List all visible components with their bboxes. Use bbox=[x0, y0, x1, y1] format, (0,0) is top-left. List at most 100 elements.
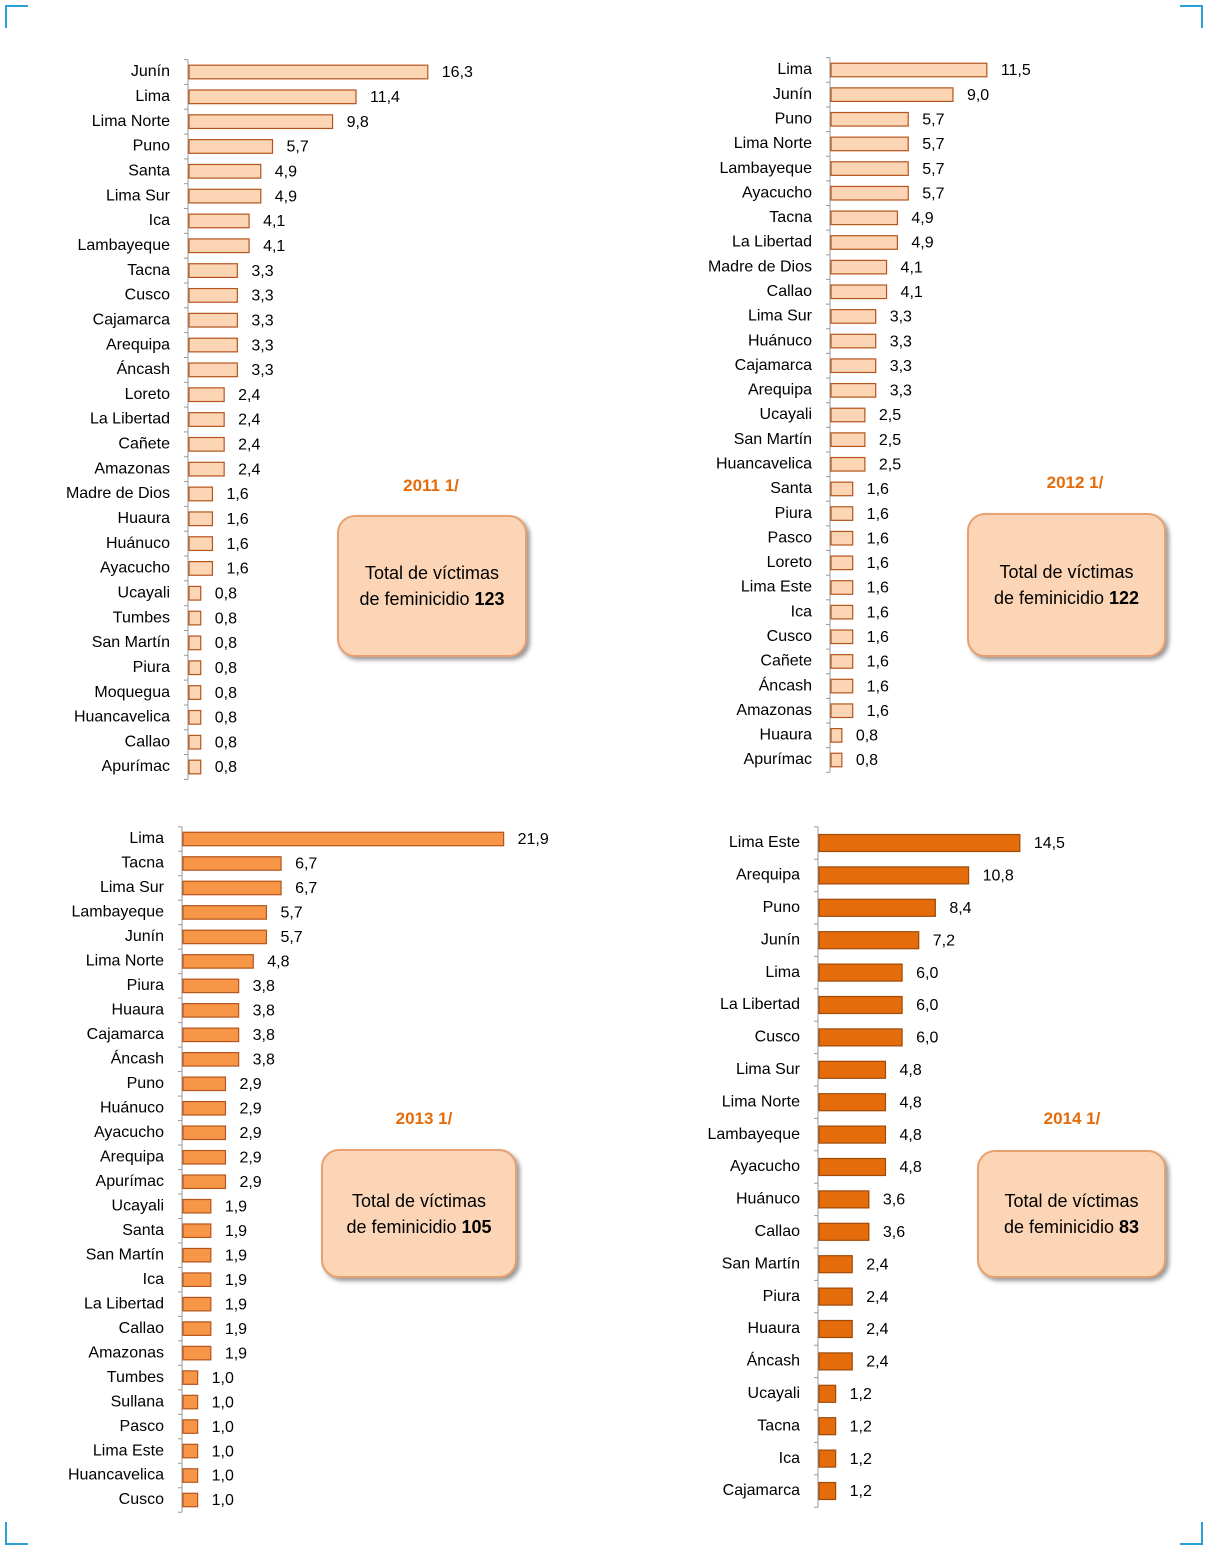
subtitle-text: 2011 1/ bbox=[403, 476, 459, 495]
value-label: 1,2 bbox=[850, 1386, 872, 1403]
category-label: Ayacucho bbox=[730, 1158, 800, 1175]
value-label: 1,2 bbox=[850, 1418, 872, 1435]
value-label: 1,6 bbox=[867, 703, 889, 720]
category-label: Huancavelica bbox=[68, 1467, 164, 1484]
bar bbox=[830, 259, 888, 275]
category-label: Lima Norte bbox=[86, 953, 164, 970]
value-label: 0,8 bbox=[215, 660, 237, 677]
value-label: 3,3 bbox=[890, 383, 912, 400]
value-label: 0,8 bbox=[215, 685, 237, 702]
bar bbox=[182, 1394, 199, 1410]
bar bbox=[182, 954, 254, 969]
category-label: Huaura bbox=[112, 1002, 165, 1019]
value-label: 2,4 bbox=[238, 412, 260, 429]
category-label: Apurímac bbox=[102, 758, 170, 775]
bar bbox=[182, 1003, 240, 1018]
bar bbox=[188, 561, 214, 576]
bar bbox=[188, 238, 250, 254]
value-label: 7,2 bbox=[933, 932, 955, 949]
value-label: 5,7 bbox=[922, 185, 944, 202]
category-label: Huancavelica bbox=[716, 456, 812, 473]
category-label: Ucayali bbox=[748, 1385, 800, 1402]
category-label: Lima Norte bbox=[734, 135, 812, 152]
chart-subtitle: 2012 1/ bbox=[975, 473, 1175, 493]
value-label: 4,8 bbox=[899, 1159, 921, 1176]
category-label: Callao bbox=[755, 1223, 800, 1240]
category-label: Piura bbox=[133, 659, 170, 676]
category-label: Ica bbox=[149, 212, 170, 229]
category-label: Cusco bbox=[767, 628, 812, 645]
value-label: 2,4 bbox=[866, 1289, 888, 1306]
category-label: Junín bbox=[131, 63, 170, 80]
value-label: 1,0 bbox=[212, 1419, 234, 1436]
total-text: Total de víctimas de feminicidio 105 bbox=[341, 1188, 497, 1240]
bar bbox=[830, 382, 877, 398]
category-label: Lambayeque bbox=[71, 904, 164, 921]
bar bbox=[182, 1149, 227, 1165]
bar bbox=[818, 1287, 853, 1306]
value-label: 5,7 bbox=[922, 112, 944, 129]
value-label: 1,2 bbox=[850, 1451, 872, 1468]
category-label: Lima bbox=[129, 830, 164, 847]
category-label: Apurímac bbox=[96, 1173, 164, 1190]
bar bbox=[182, 1492, 199, 1508]
value-label: 1,6 bbox=[867, 604, 889, 621]
total-value: 123 bbox=[474, 589, 505, 609]
category-label: Arequipa bbox=[106, 336, 170, 353]
bar bbox=[818, 931, 920, 950]
value-label: 1,6 bbox=[226, 486, 248, 503]
bar bbox=[182, 856, 282, 871]
bar bbox=[182, 1076, 227, 1092]
value-label: 1,9 bbox=[225, 1296, 247, 1313]
value-label: 2,4 bbox=[238, 387, 260, 404]
bar bbox=[182, 1125, 227, 1141]
category-label: Tacna bbox=[757, 1417, 800, 1434]
bar bbox=[830, 629, 854, 645]
bar bbox=[188, 635, 202, 651]
bar bbox=[830, 432, 866, 448]
value-label: 1,6 bbox=[867, 530, 889, 547]
bar bbox=[830, 309, 877, 324]
value-label: 4,8 bbox=[899, 1062, 921, 1079]
value-label: 4,9 bbox=[911, 235, 933, 252]
value-label: 3,3 bbox=[251, 362, 273, 379]
category-label: Huaura bbox=[760, 727, 813, 744]
bar bbox=[818, 1417, 837, 1436]
bar bbox=[188, 486, 214, 502]
category-label: Callao bbox=[119, 1320, 164, 1337]
bar bbox=[830, 161, 909, 176]
category-label: Piura bbox=[127, 977, 164, 994]
value-label: 2,5 bbox=[879, 432, 901, 449]
value-label: 3,3 bbox=[890, 333, 912, 350]
bar bbox=[188, 213, 250, 229]
category-label: La Libertad bbox=[90, 411, 170, 428]
category-label: Tacna bbox=[127, 262, 170, 279]
value-label: 3,3 bbox=[251, 263, 273, 280]
value-label: 6,0 bbox=[916, 965, 938, 982]
category-label: Lambayeque bbox=[77, 237, 170, 254]
value-label: 5,7 bbox=[280, 905, 302, 922]
bar bbox=[830, 727, 843, 743]
bar bbox=[182, 1419, 199, 1434]
value-label: 1,6 bbox=[867, 580, 889, 597]
value-label: 1,6 bbox=[867, 629, 889, 646]
bar bbox=[830, 654, 854, 669]
bar bbox=[830, 111, 909, 127]
bar bbox=[818, 1384, 837, 1403]
category-label: Amazonas bbox=[88, 1344, 164, 1361]
value-label: 1,6 bbox=[226, 536, 248, 553]
value-label: 1,2 bbox=[850, 1483, 872, 1500]
category-label: Amazonas bbox=[736, 702, 812, 719]
category-label: Santa bbox=[770, 480, 812, 497]
value-label: 2,4 bbox=[866, 1321, 888, 1338]
category-label: Huaura bbox=[118, 510, 171, 527]
bar bbox=[188, 536, 214, 552]
category-label: Lima bbox=[765, 964, 800, 981]
bar bbox=[830, 456, 866, 472]
value-label: 1,0 bbox=[212, 1492, 234, 1509]
total-box: Total de víctimas de feminicidio 105 bbox=[321, 1149, 517, 1278]
value-label: 1,6 bbox=[867, 654, 889, 671]
bar bbox=[182, 1247, 212, 1263]
value-label: 2,9 bbox=[239, 1174, 261, 1191]
value-label: 3,3 bbox=[251, 288, 273, 305]
